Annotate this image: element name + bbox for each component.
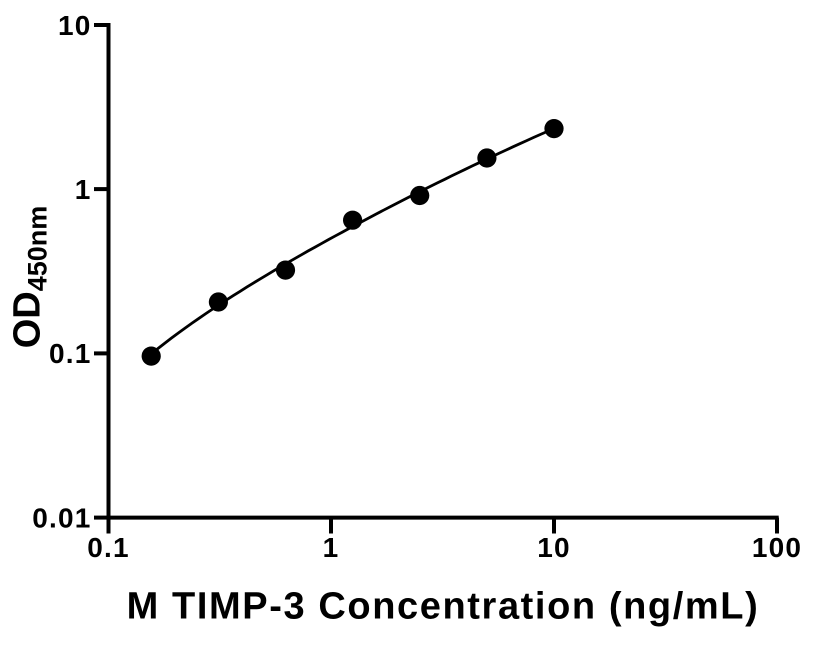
svg-text:0.1: 0.1 <box>49 338 92 369</box>
svg-text:1: 1 <box>323 532 340 563</box>
svg-text:0.01: 0.01 <box>32 502 91 533</box>
svg-text:10: 10 <box>58 10 92 41</box>
svg-text:OD450nm: OD450nm <box>6 206 52 349</box>
svg-text:100: 100 <box>752 532 802 563</box>
svg-text:10: 10 <box>537 532 571 563</box>
svg-text:M TIMP-3 Concentration (ng/mL): M TIMP-3 Concentration (ng/mL) <box>127 586 760 628</box>
svg-text:0.1: 0.1 <box>87 532 130 563</box>
svg-text:1: 1 <box>75 174 92 205</box>
